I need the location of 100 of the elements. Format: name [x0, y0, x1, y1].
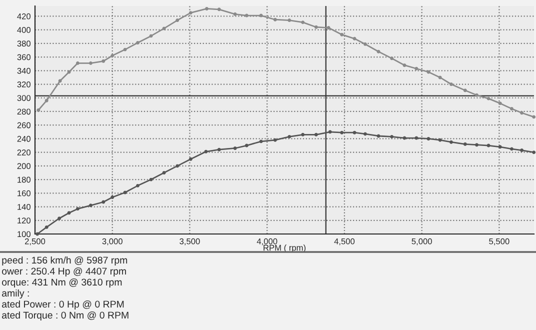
point — [438, 138, 442, 142]
point — [204, 150, 208, 154]
x-tick-label: 5,500 — [489, 238, 510, 246]
point — [176, 164, 180, 168]
text: amily : — [2, 289, 29, 299]
y-tick-label: 320 — [17, 81, 31, 88]
point — [259, 140, 263, 144]
point — [88, 204, 92, 208]
point — [463, 88, 467, 92]
x-tick-label: 3,500 — [180, 238, 200, 246]
point — [414, 66, 418, 70]
point — [414, 136, 418, 140]
point — [498, 145, 502, 149]
point — [136, 184, 140, 188]
text: ated Torque : 0 Nm @ 0 RPM — [2, 311, 128, 321]
point — [314, 25, 318, 29]
text: ated Power : 0 Hp @ 0 RPM — [2, 300, 124, 310]
point — [475, 93, 478, 97]
point — [244, 144, 248, 148]
y-tick-label: 140 — [18, 204, 31, 210]
x-axis-title: RPM ( rpm) — [264, 244, 306, 252]
y-tick-label: 240 — [17, 136, 31, 142]
point — [520, 111, 524, 115]
point — [136, 41, 140, 44]
y-tick-label: 300 — [17, 95, 31, 101]
point — [110, 54, 114, 58]
point — [532, 150, 536, 154]
text: orque: 431 Nm @ 3610 rpm — [2, 278, 122, 288]
point — [288, 18, 292, 22]
point — [390, 134, 394, 138]
point — [76, 207, 80, 211]
point — [102, 200, 106, 204]
point — [205, 6, 208, 10]
point — [44, 225, 48, 229]
y-tick-label: 160 — [18, 190, 31, 196]
point — [244, 14, 248, 18]
point — [36, 232, 40, 236]
x-tick-label: 4,500 — [334, 238, 355, 246]
point — [438, 76, 442, 80]
point — [363, 42, 367, 46]
point — [58, 79, 62, 83]
point — [88, 61, 92, 65]
x-tick-label: 3,000 — [102, 238, 122, 246]
y-tick-label: 380 — [17, 40, 31, 47]
y-tick-label: 340 — [17, 68, 31, 74]
y-tick-label: 100 — [18, 231, 31, 238]
point — [288, 134, 292, 138]
point — [102, 59, 106, 63]
point — [449, 140, 453, 144]
point — [475, 143, 478, 147]
x-tick-label: 2,500 — [24, 238, 46, 246]
point — [36, 108, 40, 112]
y-tick-label: 400 — [17, 27, 31, 33]
y-tick-label: 260 — [17, 122, 31, 128]
point — [340, 130, 344, 134]
point — [110, 196, 114, 199]
point — [328, 130, 332, 134]
point — [510, 147, 514, 151]
point — [352, 130, 356, 134]
point — [498, 102, 502, 106]
point — [217, 8, 221, 12]
point — [314, 132, 318, 136]
point — [463, 142, 467, 146]
point — [233, 12, 237, 16]
y-tick-label: 360 — [17, 54, 31, 60]
x-tick-label: 5,000 — [412, 238, 432, 246]
point — [301, 132, 305, 136]
point — [301, 20, 305, 24]
point — [67, 211, 71, 215]
point — [390, 56, 394, 60]
point — [188, 157, 192, 161]
point — [363, 132, 367, 136]
point — [352, 36, 356, 40]
point — [273, 18, 277, 22]
point — [376, 50, 380, 54]
point — [340, 32, 344, 36]
point — [273, 138, 277, 142]
point — [162, 171, 166, 174]
point — [188, 11, 192, 15]
point — [44, 98, 48, 102]
point — [233, 146, 237, 150]
y-tick-label: 200 — [17, 163, 31, 170]
point — [217, 148, 221, 152]
x-tick-label: 4,000 — [256, 238, 278, 246]
point — [58, 216, 62, 220]
text: ower : 250.4 Hp @ 4407 rpm — [2, 267, 126, 277]
y-tick-label: 220 — [17, 150, 31, 156]
point — [510, 107, 514, 111]
y-tick-label: 420 — [17, 13, 31, 20]
y-tick-label: 280 — [17, 108, 31, 115]
point — [326, 26, 330, 30]
y-tick-label: 180 — [18, 176, 31, 183]
point — [402, 63, 406, 67]
text: peed : 156 km/h @ 5987 rpm — [2, 256, 128, 266]
point — [426, 136, 430, 140]
point — [520, 148, 524, 152]
point — [176, 18, 180, 22]
point — [76, 61, 80, 65]
point — [449, 82, 453, 86]
y-tick-label: 120 — [18, 218, 31, 224]
